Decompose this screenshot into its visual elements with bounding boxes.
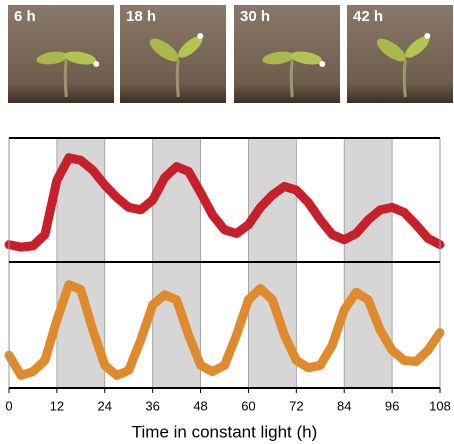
x-tick-label: 96 (385, 398, 399, 413)
x-tick-label: 84 (337, 398, 351, 413)
x-tick-label: 0 (5, 398, 12, 413)
seedling-leaf (262, 51, 295, 65)
seedling-stem (175, 59, 180, 98)
marker-dot (197, 33, 204, 39)
photo-strip: 6 h 18 h 30 h 42 h (8, 5, 453, 103)
marker-dot (424, 33, 431, 39)
photo-label: 18 h (126, 8, 156, 25)
seedling-leaf (36, 51, 69, 65)
x-tick-label: 48 (193, 398, 207, 413)
photo: 30 h (234, 5, 340, 103)
seedling-leaf (178, 36, 203, 58)
x-tick-label: 72 (289, 398, 303, 413)
photo-label: 30 h (240, 8, 270, 25)
marker-dot (93, 61, 100, 67)
x-tick-label: 12 (50, 398, 64, 413)
seedling-leaf (376, 38, 406, 62)
data-line (4, 153, 445, 252)
x-tick-label: 24 (98, 398, 112, 413)
seedling-leaf (64, 51, 97, 65)
seedling-leaf (405, 36, 430, 58)
photo: 42 h (347, 5, 453, 103)
seedling-stem (63, 59, 68, 98)
photo: 6 h (8, 5, 114, 103)
x-tick-label: 108 (429, 398, 451, 413)
seedling-stem (402, 59, 407, 98)
photo-label: 42 h (353, 8, 383, 25)
data-line (4, 280, 445, 380)
chart: 0 12 24 36 48 60 72 84 96 108 Time in constant lig… (4, 137, 451, 441)
photo: 18 h (120, 5, 226, 103)
x-tick-label: 36 (145, 398, 159, 413)
photo-label: 6 h (14, 8, 36, 25)
x-tick-label: 60 (241, 398, 255, 413)
seedling-stem (289, 59, 294, 98)
seedling-leaf (290, 51, 323, 65)
x-axis-label: Time in constant light (h) (132, 422, 318, 441)
seedling-leaf (149, 38, 179, 62)
marker-dot (319, 61, 326, 67)
